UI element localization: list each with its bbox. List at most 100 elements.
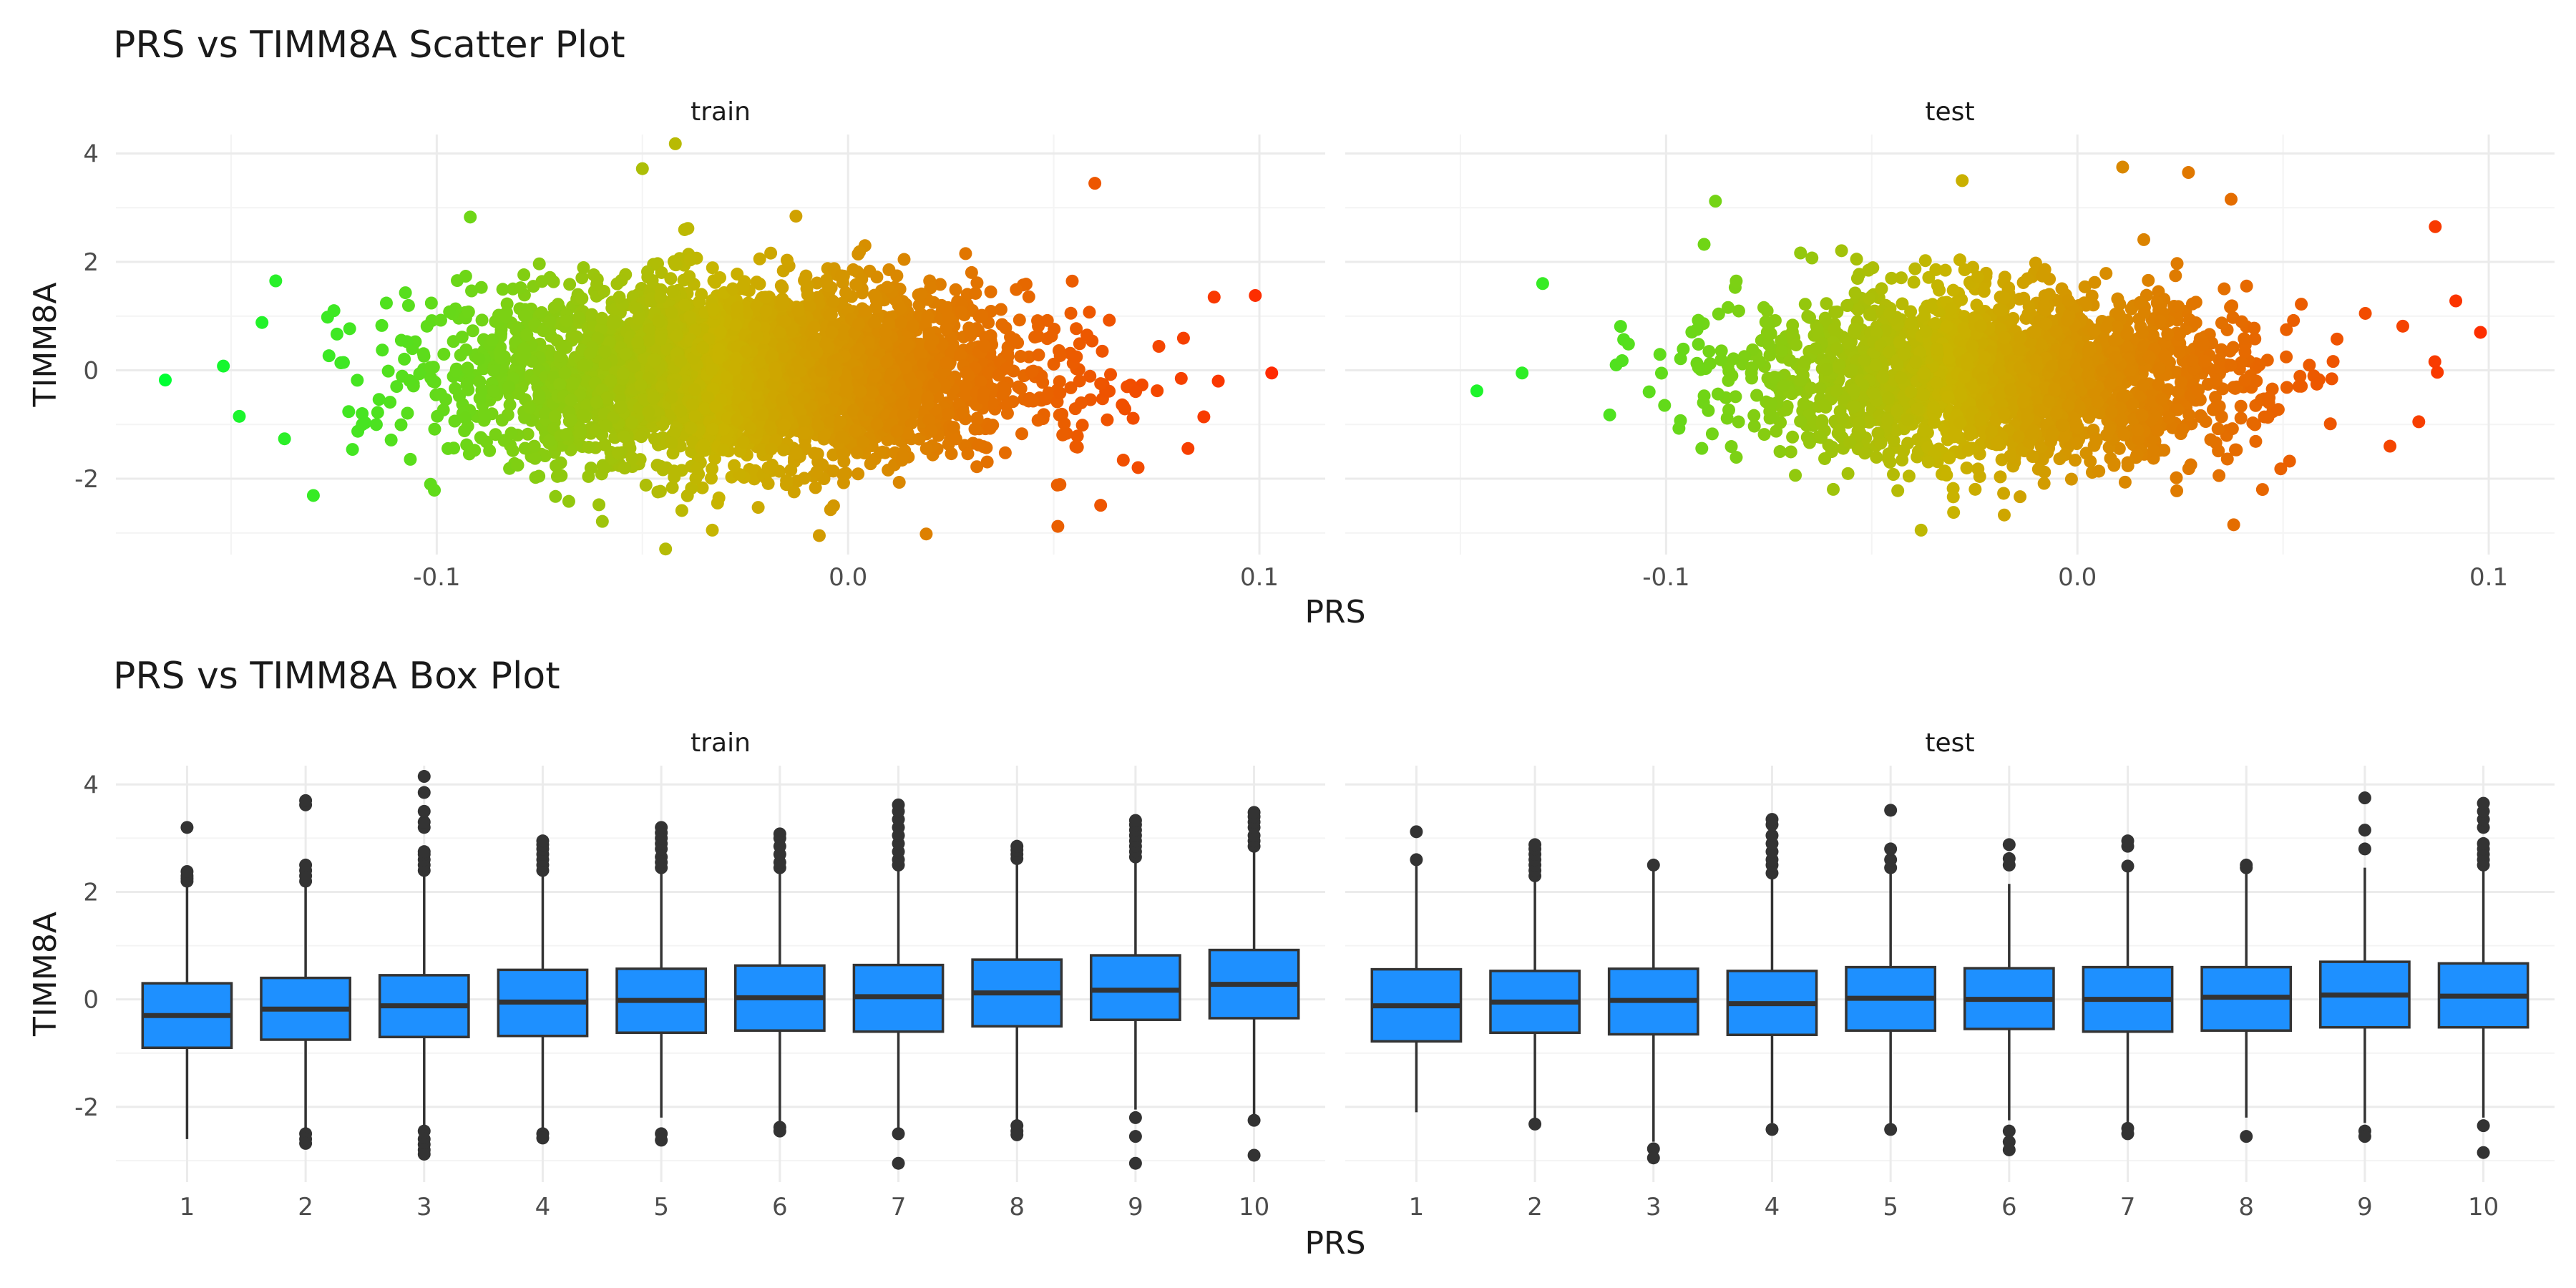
scatter-point bbox=[375, 318, 389, 332]
scatter-point bbox=[1014, 350, 1028, 364]
scatter-point bbox=[879, 384, 892, 398]
scatter-point bbox=[706, 261, 719, 275]
scatter-point bbox=[814, 364, 828, 378]
scatter-point bbox=[502, 380, 516, 394]
scatter-point bbox=[454, 348, 467, 362]
scatter-point bbox=[595, 311, 609, 325]
scatter-point bbox=[437, 348, 451, 361]
scatter-point bbox=[628, 360, 641, 374]
scatter-point bbox=[921, 310, 935, 323]
scatter-point bbox=[853, 245, 867, 258]
scatter-point bbox=[1654, 366, 1668, 380]
scatter-point bbox=[933, 278, 947, 291]
scatter-point bbox=[824, 503, 837, 517]
scatter-point bbox=[560, 428, 573, 441]
scatter-point bbox=[659, 542, 673, 556]
facet-label-test: test bbox=[1925, 97, 1974, 127]
scatter-point bbox=[666, 285, 680, 298]
scatter-point bbox=[1056, 428, 1070, 441]
scatter-point bbox=[477, 413, 491, 426]
scatter-point bbox=[632, 312, 645, 326]
scatter-point bbox=[641, 265, 655, 278]
scatter-point bbox=[504, 426, 518, 440]
scatter-point bbox=[883, 371, 897, 385]
scatter-point bbox=[618, 430, 631, 444]
scatter-point bbox=[606, 316, 620, 330]
scatter-point bbox=[839, 382, 853, 396]
scatter-point bbox=[654, 291, 668, 304]
scatter-point bbox=[942, 311, 955, 324]
scatter-point bbox=[464, 210, 477, 224]
scatter-point bbox=[535, 275, 549, 288]
scatter-point bbox=[2037, 477, 2051, 490]
scatter-point bbox=[706, 422, 720, 436]
scatter-point bbox=[610, 277, 624, 291]
scatter-point bbox=[369, 418, 383, 431]
scatter-point bbox=[2295, 298, 2308, 311]
scatter-point bbox=[390, 380, 404, 394]
scatter-point bbox=[1994, 470, 2007, 484]
scatter-point bbox=[598, 461, 612, 474]
scatter-point bbox=[675, 504, 688, 517]
scatter-point bbox=[428, 422, 441, 436]
scatter-point bbox=[1858, 447, 1872, 460]
scatter-point bbox=[466, 324, 479, 338]
scatter-point bbox=[678, 298, 692, 312]
scatter-point bbox=[751, 379, 765, 392]
scatter-point bbox=[668, 464, 681, 478]
scatter-point bbox=[665, 481, 679, 494]
scatter-point bbox=[777, 419, 791, 432]
scatter-point bbox=[1789, 469, 1802, 482]
scatter-point bbox=[582, 440, 595, 454]
scatter-point bbox=[969, 286, 982, 300]
scatter-point bbox=[812, 529, 826, 542]
scatter-point bbox=[811, 419, 825, 432]
scatter-point bbox=[449, 362, 463, 376]
scatter-point bbox=[1997, 508, 2011, 522]
scatter-point bbox=[1621, 337, 1635, 351]
scatter-point bbox=[709, 400, 723, 414]
scatter-point bbox=[942, 407, 955, 421]
scatter-point bbox=[940, 356, 953, 370]
scatter-point bbox=[1197, 410, 1211, 424]
scatter-point bbox=[1152, 340, 1166, 353]
scatter-point bbox=[1211, 374, 1225, 388]
scatter-point bbox=[1022, 290, 1035, 303]
scatter-point bbox=[351, 374, 364, 387]
scatter-point bbox=[384, 396, 397, 409]
scatter-point bbox=[870, 417, 884, 431]
scatter-point bbox=[346, 443, 359, 457]
scatter-point bbox=[1971, 462, 1985, 476]
scatter-point bbox=[1918, 254, 1932, 268]
scatter-point bbox=[766, 349, 779, 363]
scatter-point bbox=[575, 292, 589, 306]
scatter-point bbox=[434, 387, 447, 401]
scatter-point bbox=[753, 252, 766, 265]
scatter-point bbox=[921, 391, 935, 405]
scatter-point bbox=[906, 319, 919, 333]
scatter-point bbox=[613, 291, 626, 304]
scatter-point bbox=[1045, 329, 1058, 343]
scatter-point bbox=[669, 258, 683, 272]
scatter-point bbox=[863, 403, 877, 416]
scatter-point bbox=[521, 427, 535, 441]
scatter-point bbox=[462, 305, 475, 318]
scatter-point bbox=[1101, 413, 1114, 426]
scatter-point bbox=[1064, 381, 1078, 394]
scatter-point bbox=[1070, 350, 1083, 364]
scatter-point bbox=[827, 358, 841, 372]
scatter-point bbox=[894, 302, 907, 316]
scatter-point bbox=[1058, 417, 1071, 431]
scatter-point bbox=[619, 347, 633, 361]
scatter-point bbox=[868, 369, 882, 383]
scatter-point bbox=[489, 428, 502, 441]
scatter-point bbox=[1053, 386, 1067, 400]
scatter-point bbox=[956, 406, 970, 419]
scatter-point bbox=[652, 315, 665, 328]
scatter-point bbox=[566, 376, 580, 390]
scatter-point bbox=[691, 462, 704, 475]
scatter-point bbox=[334, 356, 348, 370]
scatter-point bbox=[598, 358, 612, 371]
scatter-point bbox=[985, 396, 999, 410]
scatter-point bbox=[697, 438, 711, 452]
